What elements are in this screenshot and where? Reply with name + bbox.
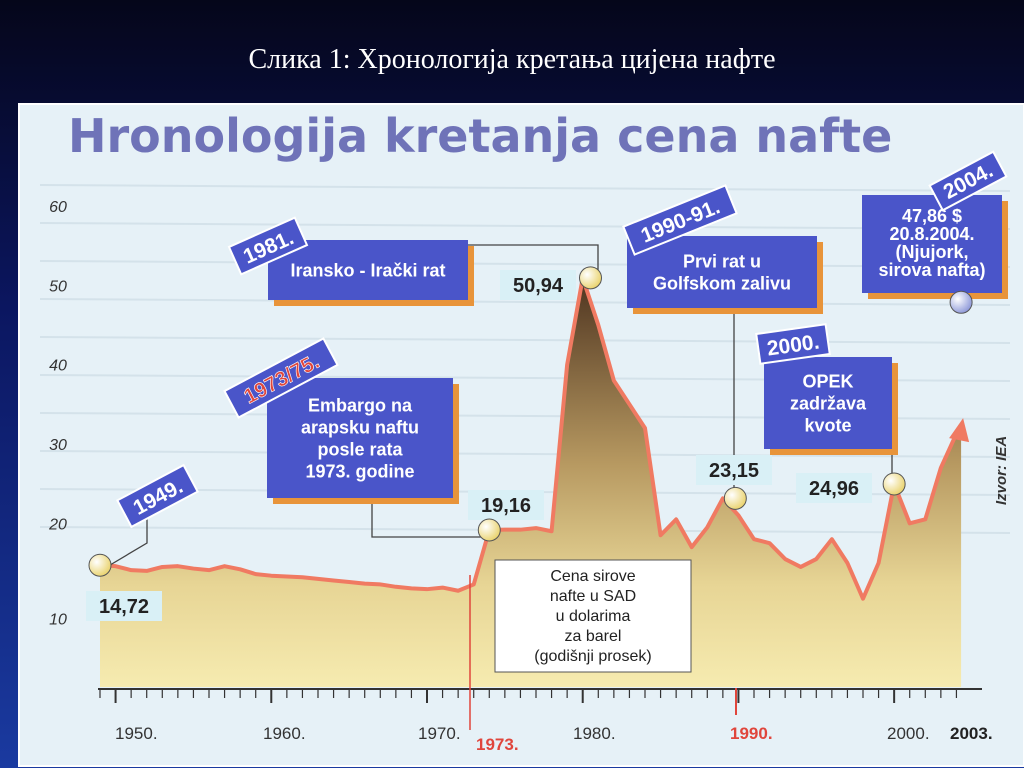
- annotation-1949: 1949.: [115, 463, 200, 529]
- annotation-tag: 2000.: [755, 323, 831, 365]
- tag-background: [928, 150, 1008, 212]
- x-tick-label: 1970.: [418, 724, 461, 743]
- annotation-text: OPEK: [802, 371, 853, 391]
- legend-text: za barel: [565, 628, 622, 645]
- value-label: 14,72: [99, 596, 149, 618]
- y-tick-label: 10: [49, 612, 67, 629]
- data-marker: [477, 518, 501, 542]
- y-tick-label: 20: [48, 516, 67, 533]
- legend-text: u dolarima: [556, 608, 631, 625]
- annotation-box: [862, 195, 1002, 293]
- bg-stripe: [39, 450, 1011, 458]
- y-tick-label: 50: [49, 278, 67, 295]
- value-label-box: [500, 270, 576, 300]
- annotation-text: 1973. godine: [305, 461, 414, 481]
- annotation-text: kvote: [804, 415, 851, 435]
- y-tick-label: 30: [49, 437, 67, 454]
- annotation-2004: 47,86 $20.8.2004.(Njujork,sirova nafta)2…: [862, 150, 1008, 299]
- tag-background: [223, 337, 339, 419]
- annotation-text: Iransko - Irački rat: [290, 260, 445, 280]
- data-marker: [723, 486, 747, 510]
- tag-background: [115, 463, 200, 529]
- data-marker: [88, 553, 112, 577]
- legend-box: [494, 559, 692, 673]
- tag-background: [227, 216, 309, 276]
- annotation-connector: [371, 495, 488, 538]
- annotation-text: sirova nafta): [878, 260, 985, 280]
- value-label-box: [468, 490, 544, 520]
- bg-stripe: [39, 336, 1011, 344]
- annotation-text: Embargo na: [308, 395, 413, 415]
- price-area: [100, 277, 962, 687]
- y-tick-label: 60: [49, 199, 67, 216]
- x-tick-label: 1973.: [476, 735, 519, 754]
- annotation-text: zadržava: [790, 393, 867, 413]
- value-label-box: [696, 455, 772, 485]
- bg-stripe: [39, 222, 1011, 230]
- x-tick-label: 1980.: [573, 724, 616, 743]
- value-label-box: [796, 473, 872, 503]
- bg-stripe: [39, 184, 1011, 192]
- price-line: [99, 275, 959, 601]
- slide-title: Слика 1: Хронологија кретања цијена нафт…: [248, 44, 776, 75]
- value-label: 50,94: [513, 275, 564, 297]
- chart-panel: Hronologija kretanja cena nafte 60 50 40 30…: [18, 103, 1024, 767]
- bg-stripe: [39, 260, 1011, 268]
- annotation-text: arapsku naftu: [301, 417, 419, 437]
- bg-stripe: [39, 298, 1011, 306]
- value-label: 24,96: [809, 478, 859, 500]
- source-label: Izvor: IEA: [993, 436, 1010, 505]
- annotation-text: (Njujork,: [895, 242, 968, 262]
- tag-background: [755, 323, 831, 365]
- x-tick-label: 1960.: [263, 724, 306, 743]
- tag-background: [622, 184, 738, 256]
- value-label: 19,16: [481, 495, 531, 517]
- data-marker: [579, 266, 602, 290]
- annotation-text: 47,86 $: [902, 206, 962, 226]
- chart-title: Hronologija kretanja cena nafte: [68, 109, 893, 163]
- x-tick-label: 2000.: [887, 724, 930, 743]
- x-tick-label: 2003.: [950, 724, 993, 743]
- data-marker: [949, 290, 973, 314]
- annotation-text: Golfskom zalivu: [653, 273, 791, 293]
- annotation-box: [627, 236, 817, 308]
- legend-text: nafte u SAD: [550, 588, 636, 605]
- value-label: 23,15: [709, 460, 759, 482]
- annotation-text: 20.8.2004.: [889, 224, 974, 244]
- annotation-text: Prvi rat u: [683, 251, 761, 271]
- data-marker: [882, 472, 906, 496]
- annotation-box: [268, 240, 468, 300]
- annotation-box: [267, 378, 453, 498]
- annotation-tag: 1949.: [115, 463, 200, 529]
- value-label-box: [86, 591, 162, 621]
- x-tick-label: 1990.: [730, 724, 773, 743]
- annotation-box: [764, 357, 892, 449]
- oil-price-chart: 60 50 40 30 20 10 1950. 1960. 1970. 1973. 1980. 19…: [39, 150, 1011, 754]
- legend-text: (godišnji prosek): [534, 648, 651, 665]
- x-tick-label: 1950.: [115, 724, 158, 743]
- legend-text: Cena sirove: [550, 568, 635, 585]
- annotation-text: posle rata: [317, 439, 403, 459]
- y-tick-label: 40: [49, 358, 67, 375]
- trend-arrow-head: [949, 418, 970, 443]
